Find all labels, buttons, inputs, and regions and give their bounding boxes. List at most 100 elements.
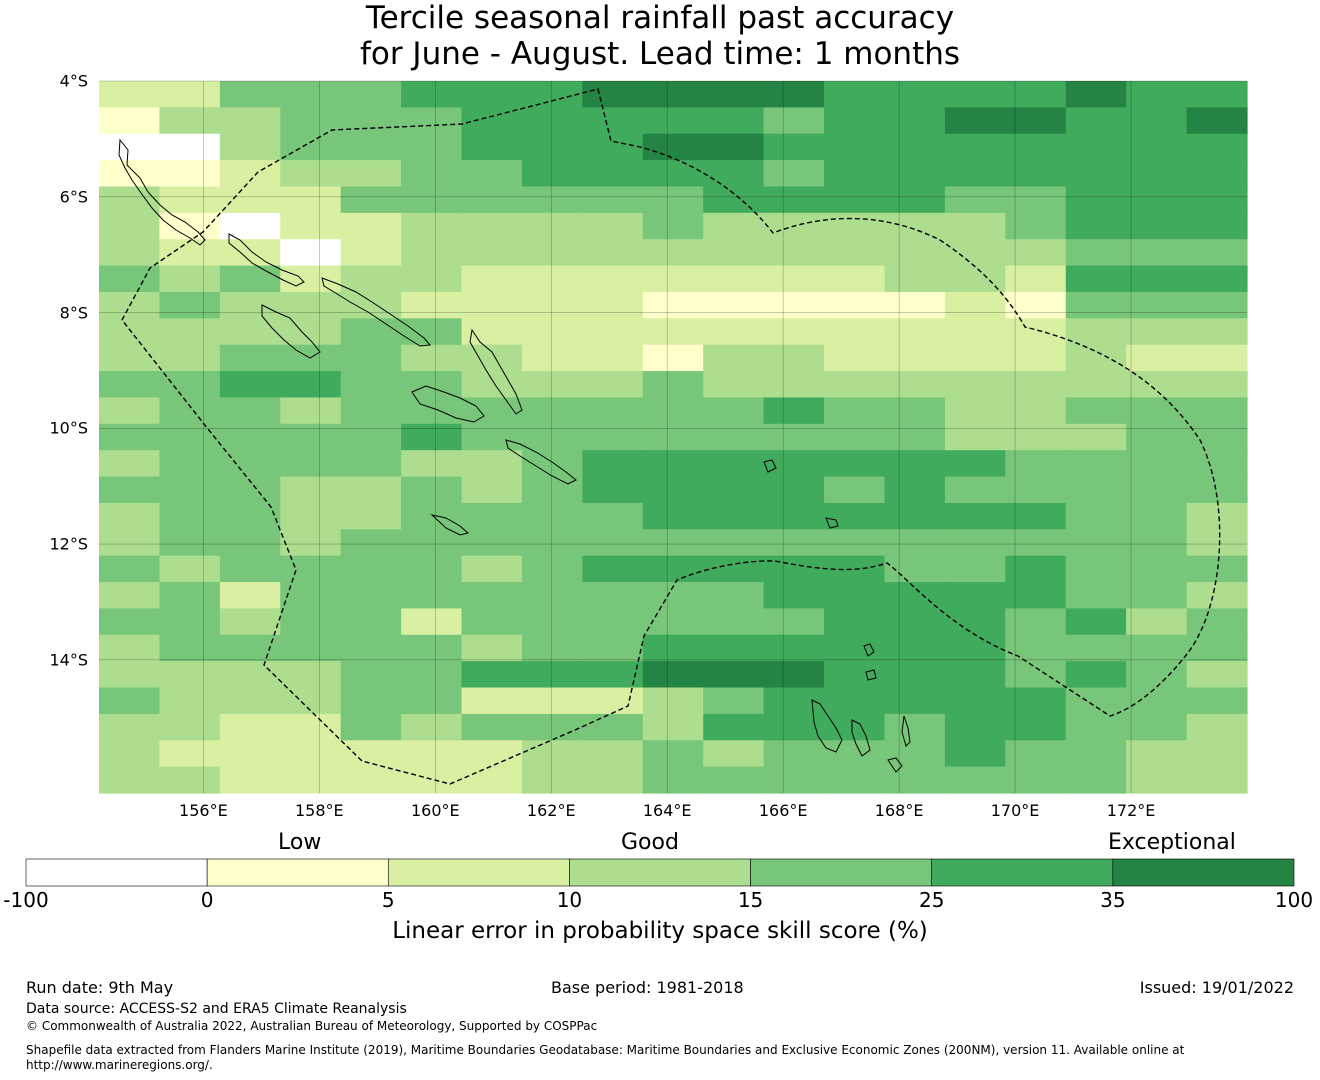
skill-cell (944, 344, 1006, 372)
skill-cell (582, 212, 644, 240)
coastlines (118, 138, 911, 773)
skill-cell (763, 81, 825, 108)
skill-cell (219, 582, 281, 610)
skill-cell (1065, 81, 1127, 108)
skill-cell (461, 186, 523, 214)
skill-cell (401, 265, 463, 293)
skill-cell (884, 608, 946, 636)
longitude-label: 160°E (410, 801, 460, 820)
skill-cell (401, 502, 463, 530)
skill-cell (340, 133, 402, 161)
skill-cell (401, 555, 463, 583)
skill-cell (159, 476, 221, 504)
skill-cell (99, 450, 161, 478)
skill-cell (1126, 318, 1188, 346)
colorbar-segment (931, 858, 1114, 887)
skill-cell (763, 766, 825, 794)
colorbar-segment (569, 858, 751, 887)
skill-cell (219, 740, 281, 768)
skill-cell (1186, 265, 1248, 293)
skill-cell (401, 608, 463, 636)
skill-cell (219, 133, 281, 161)
skill-cell (99, 371, 161, 399)
skill-cell (159, 107, 221, 135)
skill-cell (219, 661, 281, 689)
skill-cell (1186, 476, 1248, 504)
skill-cell (219, 450, 281, 478)
skill-cell (944, 555, 1006, 583)
skill-cell (99, 423, 161, 451)
skill-cell (944, 107, 1006, 135)
skill-cell (824, 502, 886, 530)
skill-cell (763, 291, 825, 319)
vanikoro-coast (825, 517, 839, 529)
skill-cell (219, 371, 281, 399)
skill-cell (340, 81, 402, 108)
colorbar-tick-label: 100 (1274, 888, 1314, 912)
skill-cell (884, 502, 946, 530)
skill-cell (1065, 740, 1127, 768)
skill-cell (159, 713, 221, 741)
skill-cell (703, 160, 765, 188)
skill-cell (642, 766, 704, 794)
skill-cell (824, 582, 886, 610)
skill-cell (219, 397, 281, 425)
skill-cell (703, 239, 765, 267)
skill-cell (703, 265, 765, 293)
skill-cell (99, 529, 161, 557)
santa-isabel-coast (321, 277, 432, 347)
skill-cell (401, 239, 463, 267)
skill-cell (582, 133, 644, 161)
skill-cell (280, 344, 342, 372)
skill-cell (763, 160, 825, 188)
skill-cell (1005, 371, 1067, 399)
skill-cell (1065, 423, 1127, 451)
skill-cell (884, 687, 946, 715)
skill-cell (159, 318, 221, 346)
skill-cell (763, 371, 825, 399)
skill-cell (159, 766, 221, 794)
skill-cell (521, 529, 583, 557)
base-period: Base period: 1981-2018 (551, 978, 744, 997)
skill-cell (944, 634, 1006, 662)
skill-cell (99, 476, 161, 504)
skill-cell (944, 133, 1006, 161)
skill-cell (461, 107, 523, 135)
skill-cell (1005, 133, 1067, 161)
skill-cell (401, 634, 463, 662)
skill-cell (280, 555, 342, 583)
skill-cell (401, 371, 463, 399)
skill-cell (1126, 186, 1188, 214)
skill-cell (1126, 634, 1188, 662)
skill-cell (401, 450, 463, 478)
skill-cell (219, 529, 281, 557)
skill-cell (703, 608, 765, 636)
skill-cell (1126, 502, 1188, 530)
skill-cell (99, 265, 161, 293)
skill-cell (582, 186, 644, 214)
skill-cell (1005, 344, 1067, 372)
skill-cell (1065, 133, 1127, 161)
skill-cell (99, 634, 161, 662)
run-date: Run date: 9th May (26, 978, 174, 997)
skill-cell (521, 555, 583, 583)
skill-cell (642, 344, 704, 372)
skill-cell (159, 608, 221, 636)
skill-cell (1186, 212, 1248, 240)
skill-cell (1005, 476, 1067, 504)
longitude-label: 166°E (758, 801, 808, 820)
skill-cell (401, 766, 463, 794)
skill-cell (642, 318, 704, 346)
skill-cell (824, 212, 886, 240)
skill-cell (521, 634, 583, 662)
skill-cell (1005, 397, 1067, 425)
skill-cell (521, 687, 583, 715)
skill-cell (340, 740, 402, 768)
santa-cruz-coast (763, 459, 777, 473)
latitude-label: 8°S (59, 303, 88, 323)
skill-cell (521, 766, 583, 794)
skill-cell (1065, 476, 1127, 504)
skill-cell (521, 133, 583, 161)
skill-cell (159, 740, 221, 768)
skill-cell (642, 661, 704, 689)
